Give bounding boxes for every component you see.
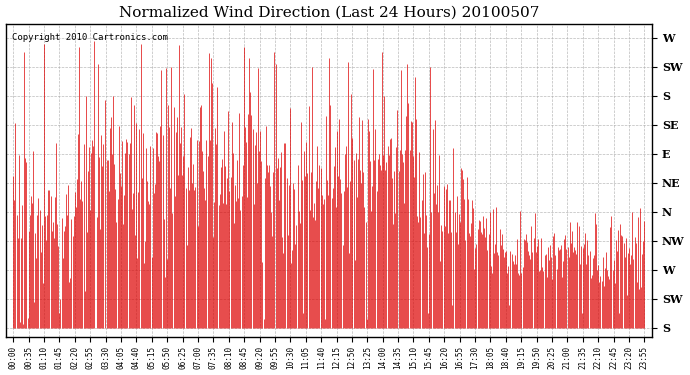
Text: Copyright 2010 Cartronics.com: Copyright 2010 Cartronics.com — [12, 33, 168, 42]
Title: Normalized Wind Direction (Last 24 Hours) 20100507: Normalized Wind Direction (Last 24 Hours… — [119, 6, 539, 20]
